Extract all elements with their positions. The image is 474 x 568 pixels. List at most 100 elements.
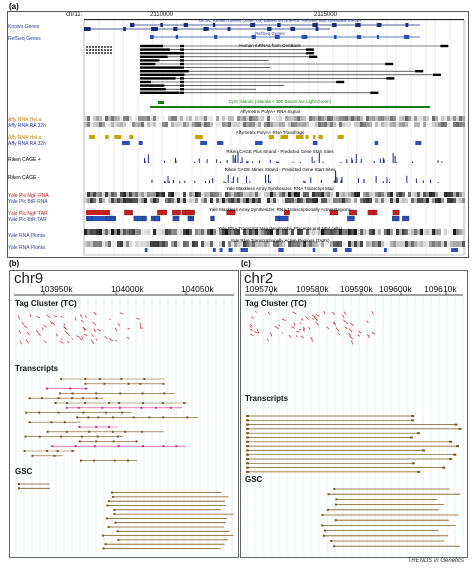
cage-bar (237, 151, 239, 163)
signal-cell (321, 192, 324, 197)
signal-cell (261, 198, 264, 203)
tag-cluster-mark (52, 322, 56, 326)
signal-cell (432, 116, 435, 121)
signal-cell (306, 116, 309, 121)
tag-cluster-mark (299, 322, 302, 324)
tag-cluster-mark (141, 327, 144, 329)
mrna-exon (140, 59, 160, 62)
signal-cell (354, 122, 357, 127)
signal-cell (120, 192, 123, 197)
signal-cell (240, 122, 243, 127)
signal-cell (312, 198, 315, 203)
signal-cell (234, 198, 237, 203)
signal-cell (315, 122, 318, 127)
signal-cell (390, 122, 393, 127)
signal-cell (348, 122, 351, 127)
transcript-exon (53, 454, 56, 457)
signal-cell (330, 229, 333, 235)
signal-cell (270, 229, 273, 235)
signal-cell (207, 122, 210, 127)
signal-cell (357, 116, 360, 121)
cage-bar (373, 161, 375, 163)
signal-cell (306, 192, 309, 197)
cage-bar (147, 154, 149, 163)
signal-cell (279, 122, 282, 127)
transcript-exon (50, 421, 53, 424)
signal-cell (354, 229, 357, 235)
tag-cluster-mark (371, 311, 374, 315)
signal-cell (381, 192, 384, 197)
refseq-gene-exon (301, 35, 308, 39)
transcript-exon (411, 415, 415, 417)
tag-cluster-mark (337, 333, 341, 336)
signal-cell (117, 229, 120, 235)
signal-cell (285, 122, 288, 127)
signal-cell (108, 192, 111, 197)
signal-cell (84, 198, 87, 203)
cage-bar (304, 181, 306, 183)
panel-b-tick-1: 103950k (40, 284, 73, 294)
transcript-exon (56, 450, 59, 452)
signal-cell (369, 229, 372, 235)
transcript-exon (162, 416, 165, 419)
signal-cell (114, 122, 117, 127)
transcript-exon (79, 459, 82, 462)
signal-cell (282, 116, 285, 121)
signal-cell (351, 116, 354, 121)
signal-cell (147, 229, 150, 235)
title-mrna: Human mRNAs from GenBank (239, 43, 301, 48)
signal-cell (411, 122, 414, 127)
transcript-exon (132, 416, 135, 419)
transcript-exon (60, 435, 63, 438)
signal-cell (171, 229, 174, 235)
signal-cell (462, 241, 465, 247)
tar-block (87, 215, 92, 222)
signal-cell (189, 192, 192, 197)
gsc-exon (114, 521, 117, 524)
signal-cell (261, 241, 264, 247)
gsc-exon (104, 543, 107, 546)
transcript-exon (93, 459, 96, 462)
track-label: Yale RNA Plonta (8, 245, 45, 251)
signal-cell (300, 192, 303, 197)
signal-cell (147, 122, 150, 127)
signal-cell (456, 241, 459, 247)
signal-cell (417, 229, 420, 235)
signal-cell (258, 241, 261, 247)
signal-cell (426, 122, 429, 127)
transcript-exon (140, 430, 143, 433)
tag-cluster-mark (300, 318, 304, 321)
signal-cell (111, 229, 114, 235)
signal-cell (408, 229, 411, 235)
signal-cell (450, 198, 453, 203)
mrna-exon (140, 70, 189, 73)
signal-cell (228, 122, 231, 127)
signal-cell (447, 122, 450, 127)
panel-b-chrom: chr9 (14, 270, 44, 287)
signal-cell (84, 241, 87, 247)
signal-cell (375, 229, 378, 235)
signal-cell (123, 198, 126, 203)
signal-cell (303, 122, 306, 127)
tag-cluster-mark (292, 311, 297, 315)
signal-cell (444, 241, 447, 247)
signal-cell (438, 192, 441, 197)
signal-cell (414, 192, 417, 197)
cage-bar (346, 159, 348, 163)
signal-cell (219, 122, 222, 127)
panel-b: chr9 103950k 104000k 104050k Tag Cluster… (9, 270, 239, 558)
tag-cluster-mark (46, 314, 51, 319)
transcript-exon (246, 415, 249, 417)
mrna-exon (180, 62, 184, 66)
transfrag (268, 135, 274, 139)
signal-cell (201, 122, 204, 127)
signal-cell (195, 116, 198, 121)
tag-cluster-mark (315, 321, 320, 326)
signal-cell (111, 241, 114, 247)
signal-cell (405, 116, 408, 121)
signal-cell (150, 192, 153, 197)
tag-cluster-mark (63, 325, 67, 330)
signal-cell (447, 192, 450, 197)
tag-cluster-mark (25, 339, 29, 344)
signal-cell (120, 122, 123, 127)
